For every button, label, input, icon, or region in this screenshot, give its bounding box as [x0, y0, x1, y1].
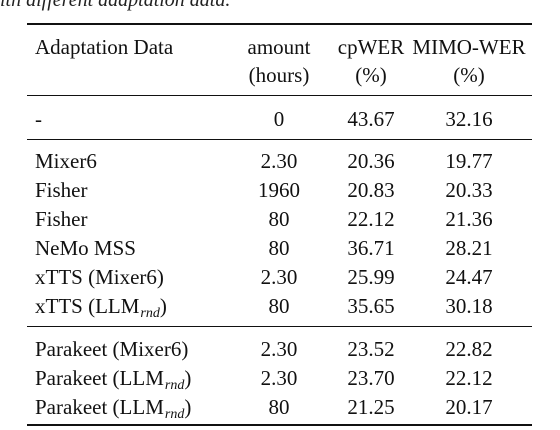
cell-cpwer: 23.70 [347, 366, 395, 390]
cell-name-text: - [35, 107, 42, 131]
cell-cpwer: 21.25 [347, 395, 395, 419]
group-rule-1 [27, 139, 532, 140]
cell-name-text: Parakeet (LLM [35, 366, 164, 390]
header-amount-unit: (hours) [248, 63, 310, 87]
cell-name-text: NeMo MSS [35, 236, 136, 260]
cell-adaptation-data: Parakeet (LLMrnd) [35, 365, 191, 395]
cell-mimo-wer: 22.12 [445, 366, 493, 390]
cell-name-text: Mixer6 [35, 149, 97, 173]
cell-adaptation-data: Parakeet (LLMrnd) [35, 394, 191, 424]
cell-cpwer: 23.52 [347, 337, 395, 361]
cell-amount: 2.30 [260, 337, 298, 361]
cell-adaptation-data: NeMo MSS [35, 235, 136, 261]
cell-mimo-wer: 21.36 [445, 207, 493, 231]
header-rule [27, 95, 532, 96]
cell-adaptation-data: - [35, 106, 42, 132]
cell-mimo-wer: 32.16 [445, 107, 493, 131]
cell-mimo-wer: 19.77 [445, 149, 493, 173]
cell-mimo-wer: 20.17 [445, 395, 493, 419]
header-mimo-wer-unit: (%) [453, 63, 485, 87]
cell-amount: 2.30 [260, 366, 298, 390]
cell-name-subscript: rnd [164, 378, 185, 393]
cell-amount: 80 [268, 236, 290, 260]
cell-cpwer: 43.67 [347, 107, 395, 131]
header-adaptation-data: Adaptation Data [35, 35, 174, 59]
cell-name-text: xTTS (LLM [35, 294, 140, 318]
cell-adaptation-data: Fisher [35, 177, 88, 203]
header-cpwer-unit: (%) [355, 63, 387, 87]
header-amount: amount [247, 35, 311, 59]
cell-adaptation-data: Fisher [35, 206, 88, 232]
cell-name-text: Parakeet (Mixer6) [35, 337, 189, 361]
header-mimo-wer: MIMO-WER [412, 35, 526, 59]
cell-name-subscript: rnd [164, 407, 185, 422]
cell-cpwer: 25.99 [347, 265, 395, 289]
cell-cpwer: 20.83 [347, 178, 395, 202]
cell-name-text: Parakeet (LLM [35, 395, 164, 419]
header-cpwer: cpWER [337, 35, 405, 59]
cell-cpwer: 22.12 [347, 207, 395, 231]
cell-name-text: xTTS (Mixer6) [35, 265, 164, 289]
cell-cpwer: 36.71 [347, 236, 395, 260]
cell-amount: 80 [268, 395, 290, 419]
cell-mimo-wer: 24.47 [445, 265, 493, 289]
table-caption: ith different adaptation data. [0, 0, 231, 11]
cell-cpwer: 20.36 [347, 149, 395, 173]
cell-mimo-wer: 20.33 [445, 178, 493, 202]
cell-adaptation-data: Parakeet (Mixer6) [35, 336, 188, 362]
cell-amount: 2.30 [260, 265, 298, 289]
cell-mimo-wer: 30.18 [445, 294, 493, 318]
cell-adaptation-data: Mixer6 [35, 148, 97, 174]
cell-amount: 0 [273, 107, 285, 131]
cell-amount: 1960 [258, 178, 300, 202]
cell-name-suffix: ) [159, 294, 167, 318]
cell-adaptation-data: xTTS (Mixer6) [35, 264, 164, 290]
cell-amount: 80 [268, 294, 290, 318]
top-rule [27, 23, 532, 25]
bottom-rule [27, 424, 532, 426]
cell-mimo-wer: 22.82 [445, 337, 493, 361]
cell-mimo-wer: 28.21 [445, 236, 493, 260]
cell-name-suffix: ) [184, 395, 192, 419]
cell-cpwer: 35.65 [347, 294, 395, 318]
cell-name-suffix: ) [184, 366, 192, 390]
cell-name-text: Fisher [35, 178, 88, 202]
cell-name-text: Fisher [35, 207, 88, 231]
cell-amount: 80 [268, 207, 290, 231]
cell-amount: 2.30 [260, 149, 298, 173]
cell-adaptation-data: xTTS (LLMrnd) [35, 293, 167, 323]
group-rule-2 [27, 326, 532, 327]
cell-name-subscript: rnd [140, 306, 160, 321]
